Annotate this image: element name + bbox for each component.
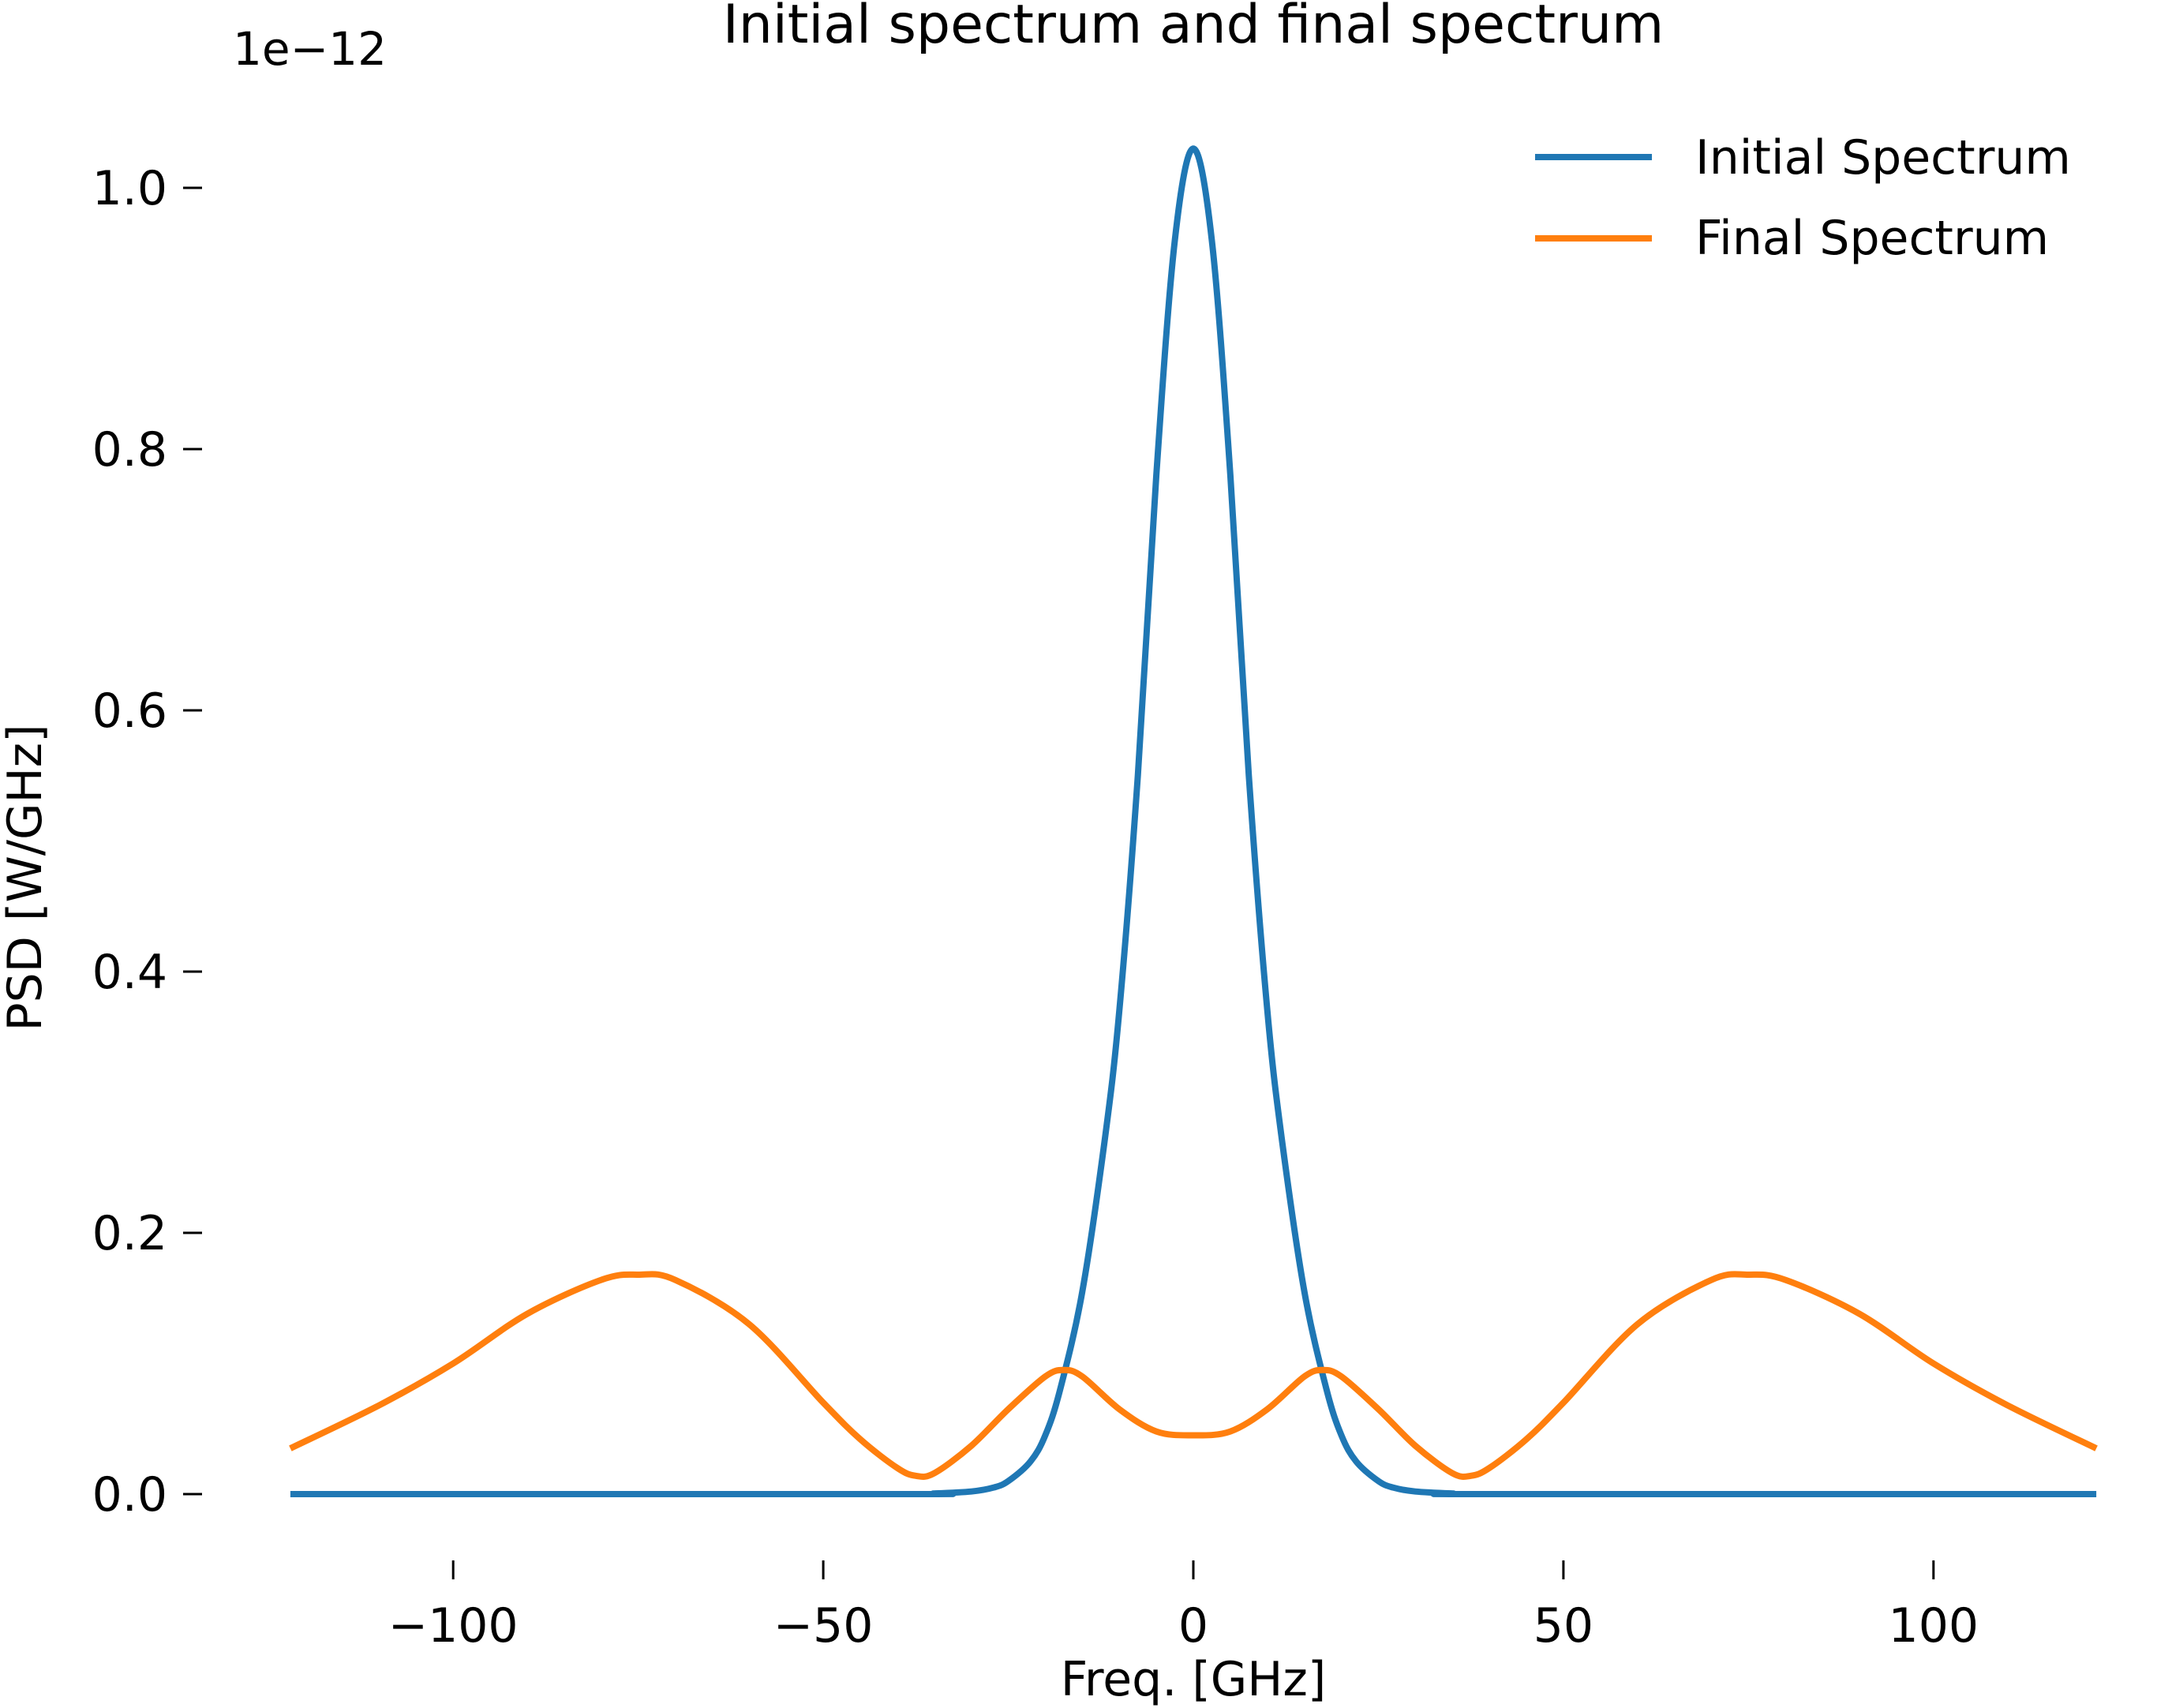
y-tick-label: 0.8 <box>92 422 167 478</box>
series-layer <box>289 145 2098 1498</box>
x-axis: −100 −50 0 50 100 <box>388 1560 1979 1654</box>
y-axis: 0.0 0.2 0.4 0.6 0.8 1.0 <box>92 161 202 1523</box>
y-tick-label: 0.2 <box>92 1206 167 1261</box>
legend-label-final: Final Spectrum <box>1695 211 2049 266</box>
y-tick-label: 0.6 <box>92 684 167 739</box>
initial-spectrum-line <box>290 145 2097 1498</box>
x-tick-label: 100 <box>1889 1598 1979 1654</box>
legend-label-initial: Initial Spectrum <box>1695 130 2071 185</box>
chart-title: Initial spectrum and final spectrum <box>723 0 1665 56</box>
y-offset-label: 1e−12 <box>233 22 387 76</box>
x-tick-label: −50 <box>773 1598 874 1654</box>
y-tick-label: 1.0 <box>92 161 167 216</box>
final-spectrum-line <box>289 1271 2098 1480</box>
y-tick-label: 0.4 <box>92 945 167 1000</box>
x-axis-label: Freq. [GHz] <box>1061 1652 1327 1707</box>
x-tick-label: 0 <box>1178 1598 1208 1654</box>
x-tick-label: −100 <box>388 1598 519 1654</box>
y-axis-label: PSD [W/GHz] <box>0 724 53 1031</box>
legend: Initial Spectrum Final Spectrum <box>1535 130 2071 266</box>
y-tick-label: 0.0 <box>92 1467 167 1523</box>
x-tick-label: 50 <box>1533 1598 1593 1654</box>
